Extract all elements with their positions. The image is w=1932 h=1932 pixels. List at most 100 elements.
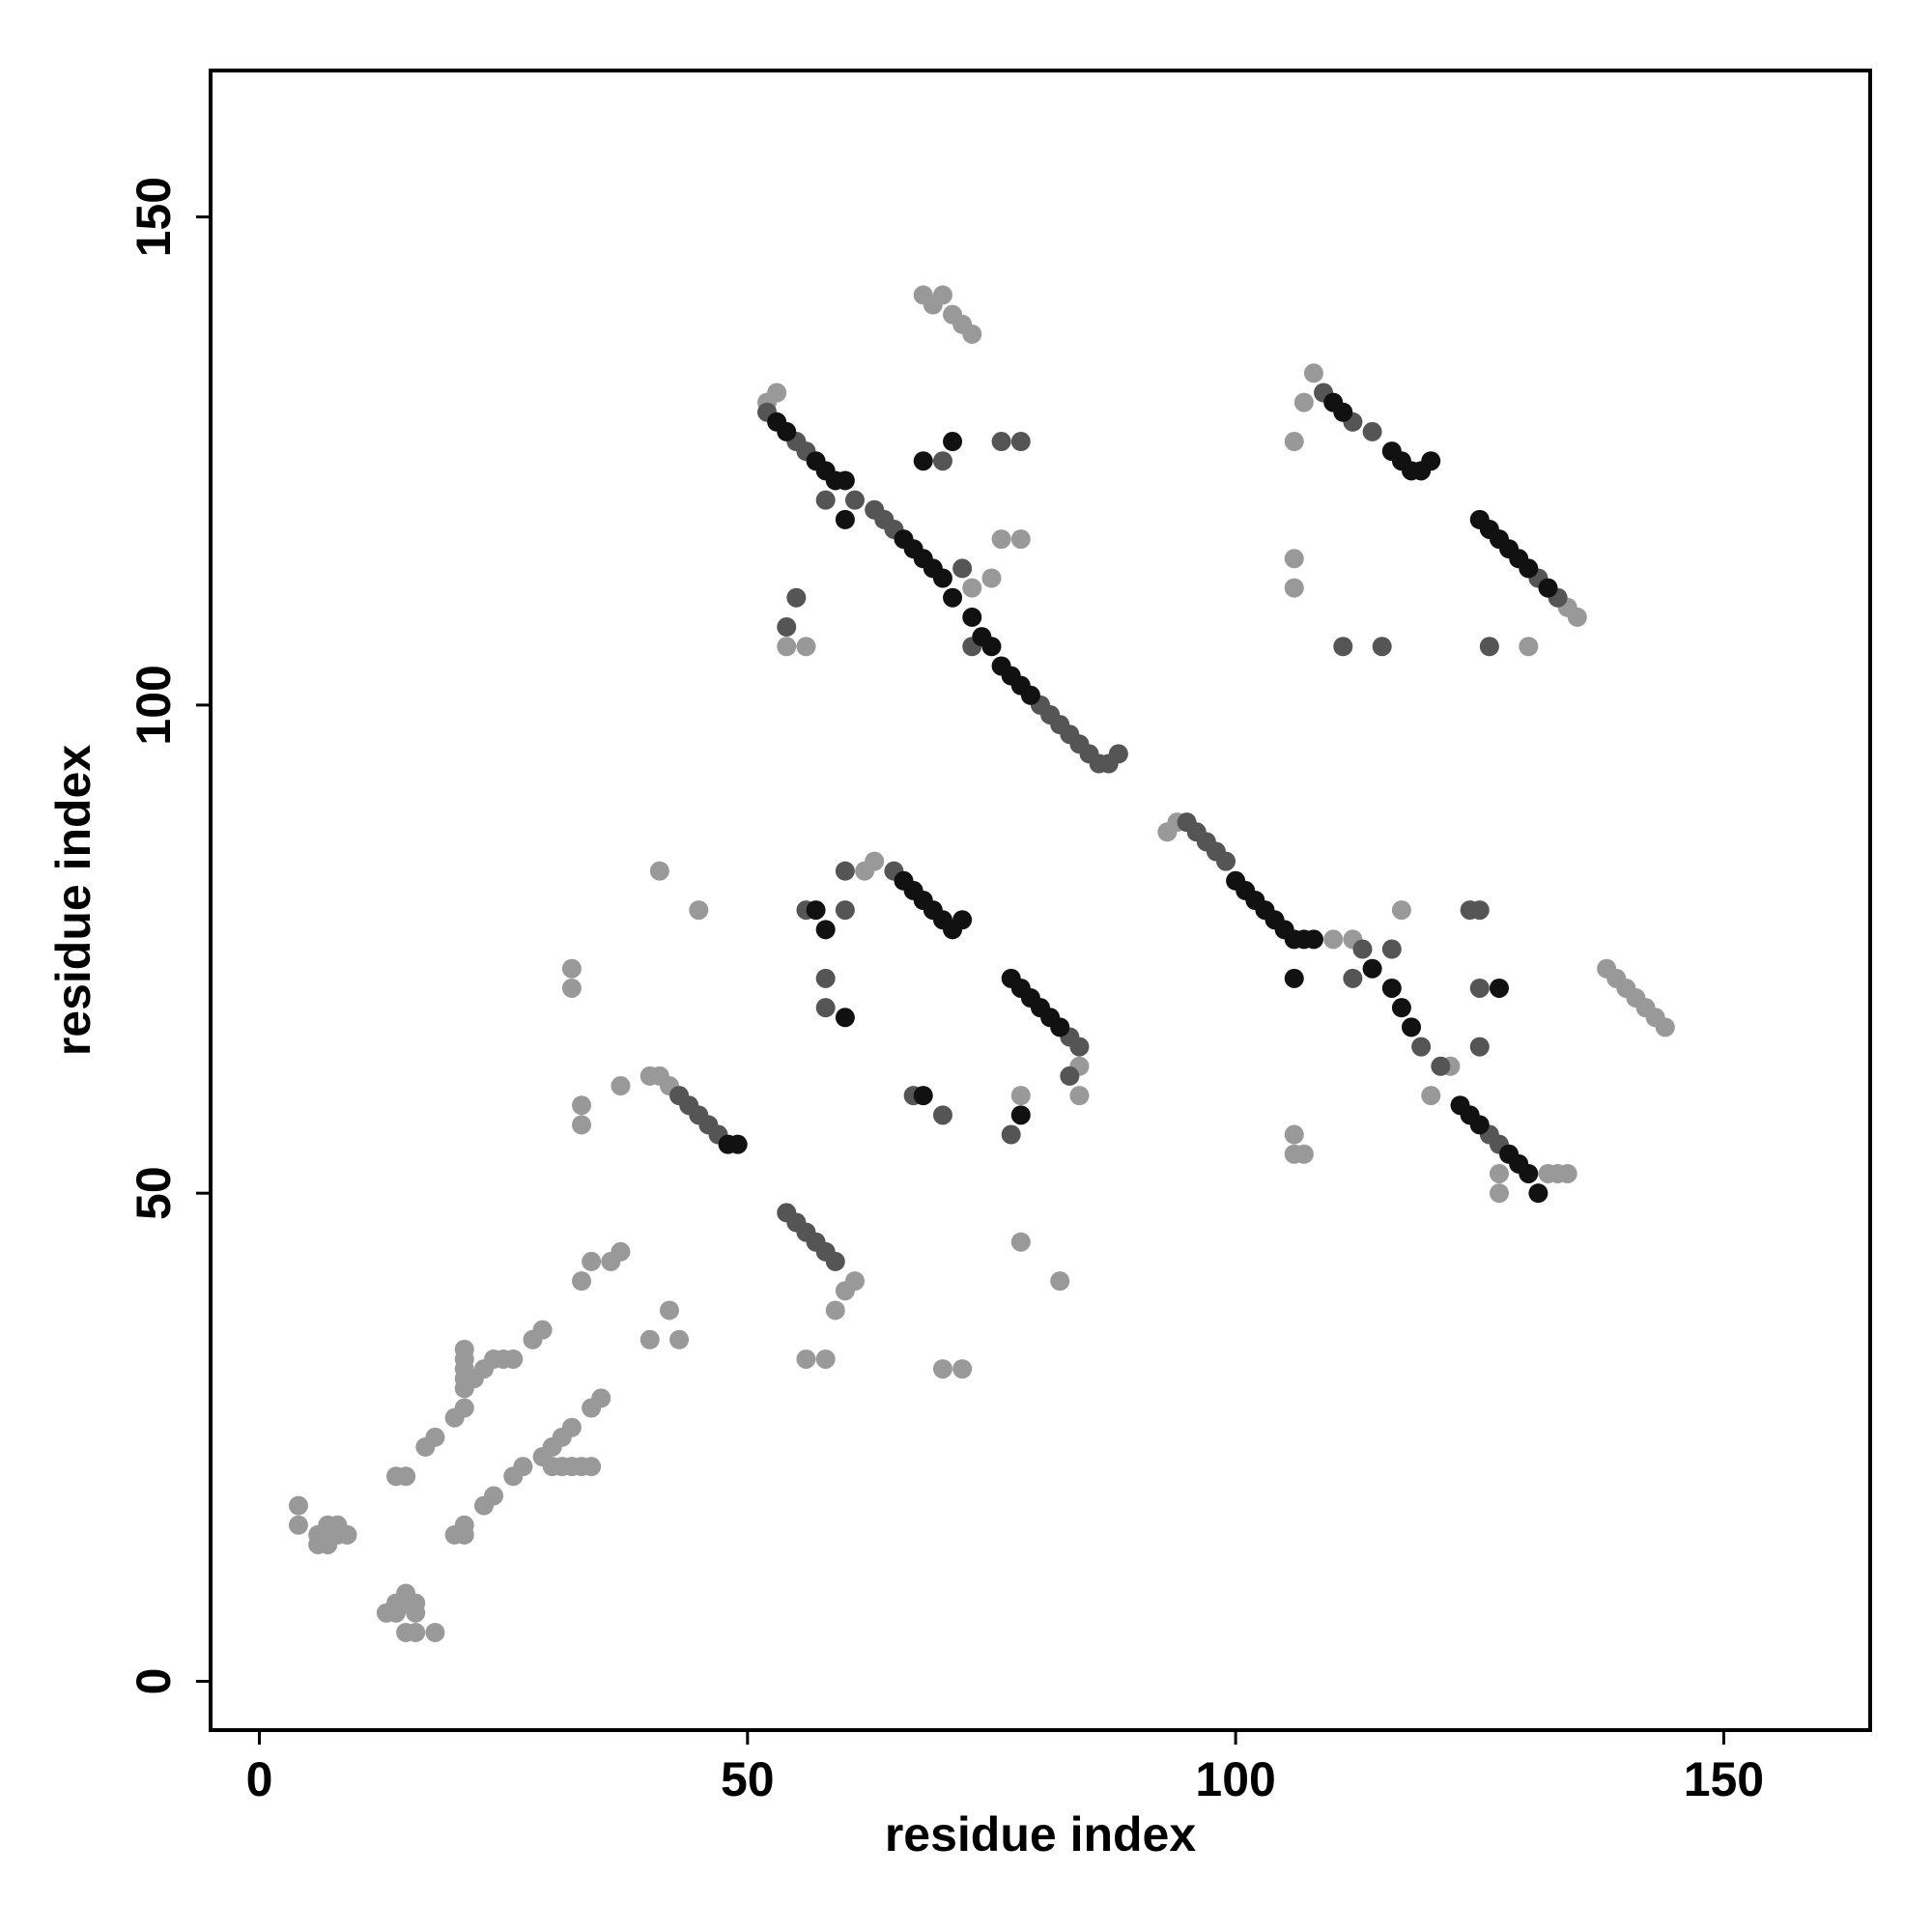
point: [1060, 1065, 1080, 1086]
point: [796, 637, 816, 657]
point: [1489, 978, 1509, 998]
point: [962, 578, 982, 598]
point: [844, 1271, 865, 1292]
point: [1519, 558, 1539, 579]
point: [932, 451, 952, 471]
point: [337, 1524, 357, 1545]
point: [991, 432, 1011, 452]
x-tick-label: 0: [246, 1752, 273, 1806]
point: [1069, 1037, 1090, 1057]
point: [932, 285, 952, 305]
point: [1010, 529, 1031, 550]
point: [561, 1417, 582, 1437]
y-tick-label: 100: [127, 665, 181, 745]
point: [825, 1251, 845, 1271]
point: [1489, 1183, 1509, 1204]
point: [572, 1271, 592, 1292]
y-tick-label: 150: [127, 177, 181, 257]
point: [1391, 900, 1411, 921]
point: [1050, 1271, 1070, 1292]
point: [406, 1593, 426, 1613]
point: [1284, 432, 1304, 452]
point: [611, 1241, 631, 1262]
point: [1519, 637, 1539, 657]
x-tick-label: 50: [721, 1752, 775, 1806]
point: [835, 861, 855, 881]
point: [943, 432, 963, 452]
point: [1020, 685, 1040, 705]
plot-frame: [209, 69, 1872, 1732]
point: [962, 607, 982, 627]
point: [991, 529, 1011, 550]
point: [1655, 1017, 1675, 1037]
point: [1469, 900, 1490, 921]
point: [1293, 392, 1314, 412]
point: [835, 900, 855, 921]
point: [777, 637, 797, 657]
point: [1469, 1037, 1490, 1057]
point: [806, 900, 826, 921]
point: [582, 1251, 602, 1271]
point: [1381, 939, 1402, 959]
point: [815, 1349, 836, 1369]
point: [1557, 1163, 1577, 1183]
point: [1528, 1183, 1548, 1204]
point: [1303, 363, 1323, 384]
point: [406, 1622, 426, 1642]
point: [503, 1349, 524, 1369]
point: [1323, 929, 1344, 950]
point: [1489, 1163, 1509, 1183]
point: [572, 1115, 592, 1135]
point: [835, 509, 855, 529]
point: [1010, 1105, 1031, 1125]
point: [513, 1457, 533, 1477]
point: [932, 568, 952, 588]
point: [1293, 1144, 1314, 1164]
point: [1284, 549, 1304, 569]
point: [1362, 421, 1382, 441]
point: [1050, 1017, 1070, 1037]
point: [1381, 978, 1402, 998]
point: [777, 617, 797, 638]
point: [1469, 978, 1490, 998]
point: [815, 998, 836, 1018]
point: [1421, 1086, 1441, 1106]
point: [1069, 1086, 1090, 1106]
point: [962, 324, 982, 344]
point: [561, 958, 582, 979]
point: [1362, 958, 1382, 979]
point: [689, 900, 709, 921]
point: [767, 383, 787, 403]
point: [952, 558, 973, 579]
point: [1469, 1115, 1490, 1135]
point: [582, 1457, 602, 1477]
point: [1010, 432, 1031, 452]
y-axis-title: residue index: [46, 745, 100, 1057]
point: [835, 1008, 855, 1028]
point: [777, 421, 797, 441]
point: [1431, 1056, 1451, 1076]
point: [1402, 1017, 1422, 1037]
point: [932, 1105, 952, 1125]
point: [1479, 637, 1499, 657]
point: [639, 1329, 660, 1350]
point: [844, 490, 865, 510]
point: [1372, 637, 1392, 657]
point: [796, 1349, 816, 1369]
y-tick-label: 50: [127, 1166, 181, 1220]
point: [1108, 744, 1128, 764]
point: [649, 861, 669, 881]
point: [952, 910, 973, 930]
point: [1284, 1124, 1304, 1145]
point: [454, 1515, 474, 1535]
point: [561, 978, 582, 998]
point: [1216, 851, 1236, 871]
point: [582, 1398, 602, 1418]
point: [396, 1466, 416, 1487]
point: [855, 861, 875, 881]
point: [1001, 1124, 1021, 1145]
y-tick-label: 0: [127, 1668, 181, 1695]
point: [815, 920, 836, 940]
point: [425, 1427, 445, 1447]
